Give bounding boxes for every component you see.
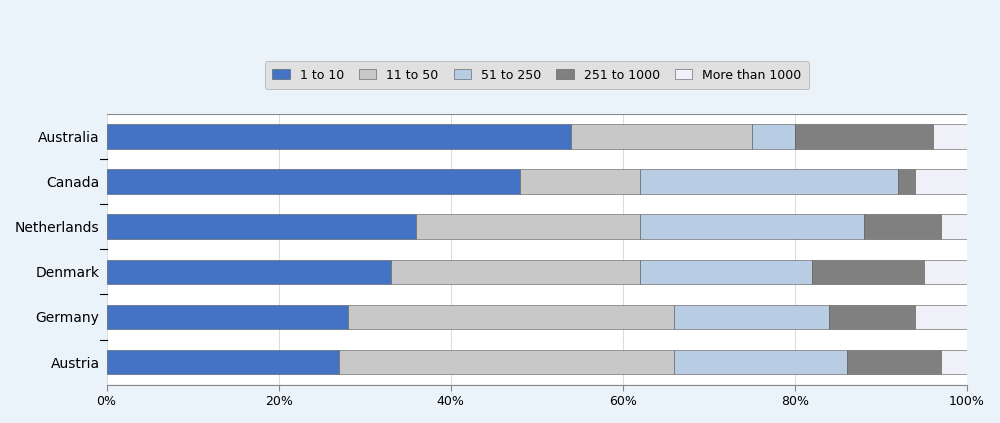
Bar <box>933 124 967 149</box>
Bar <box>795 124 933 149</box>
Bar <box>107 350 339 374</box>
Bar <box>640 214 864 239</box>
Bar <box>640 260 812 284</box>
Bar <box>847 350 941 374</box>
Bar <box>752 124 795 149</box>
Bar <box>941 350 967 374</box>
Bar <box>391 260 640 284</box>
Bar <box>107 170 520 194</box>
Bar <box>898 170 915 194</box>
Bar <box>107 260 391 284</box>
Bar <box>107 214 416 239</box>
Bar <box>640 170 898 194</box>
Bar <box>107 124 571 149</box>
Bar <box>864 214 941 239</box>
Bar <box>915 170 967 194</box>
Bar <box>416 214 640 239</box>
Legend: 1 to 10, 11 to 50, 51 to 250, 251 to 1000, More than 1000: 1 to 10, 11 to 50, 51 to 250, 251 to 100… <box>265 61 809 89</box>
Bar <box>674 350 847 374</box>
Bar <box>348 305 674 330</box>
Bar <box>941 214 967 239</box>
Bar <box>520 170 640 194</box>
Bar <box>924 260 967 284</box>
Bar <box>339 350 674 374</box>
Bar <box>915 305 967 330</box>
Bar <box>571 124 752 149</box>
Bar <box>674 305 829 330</box>
Bar <box>107 305 348 330</box>
Bar <box>829 305 915 330</box>
Bar <box>812 260 924 284</box>
